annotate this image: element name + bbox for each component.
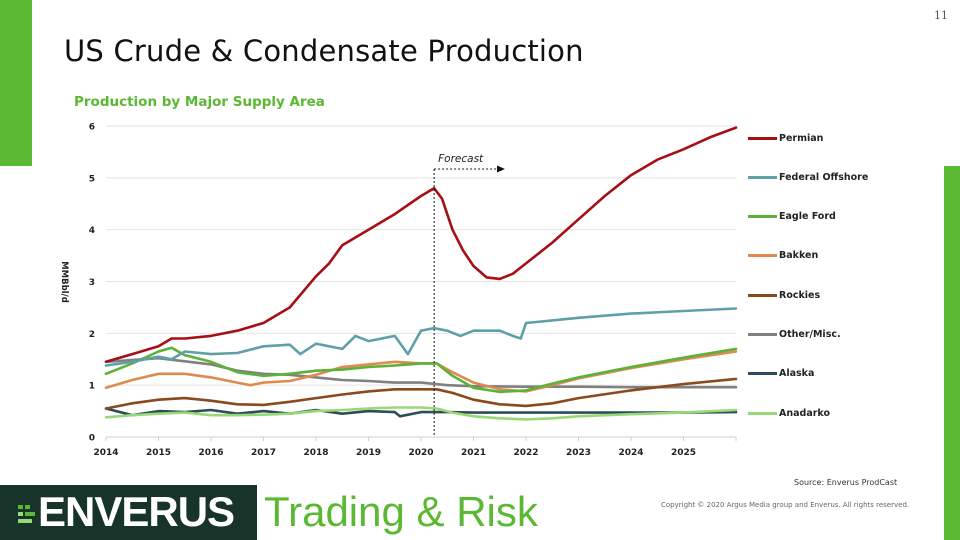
enverus-logo-background (0, 485, 257, 540)
legend-swatch (748, 293, 777, 297)
x-tick-label: 2019 (356, 448, 381, 458)
series-line-alaska (104, 407, 738, 418)
legend-label: Federal Offshore (779, 171, 869, 183)
y-tick-label: 3 (89, 278, 95, 288)
x-tick-label: 2015 (146, 448, 171, 458)
legend-swatch (748, 175, 777, 179)
x-tick-label: 2020 (408, 448, 433, 458)
source-note: Source: Enverus ProdCast (794, 478, 898, 487)
brand-tagline: Trading & Risk (264, 488, 538, 535)
x-tick-label: 2024 (618, 448, 643, 458)
copyright-note: Copyright © 2020 Argus Media group and E… (661, 501, 910, 509)
enverus-logo-mark-icon (18, 505, 35, 523)
series-line-rockies (104, 377, 738, 410)
legend-item: Bakken (748, 248, 818, 264)
legend-label: Bakken (779, 250, 819, 262)
forecast-annotation: Forecast (433, 153, 505, 437)
legend-swatch (748, 411, 777, 415)
y-axis-label: MMBbl/d (59, 261, 69, 303)
series-line-anadarko (104, 406, 738, 421)
enverus-logo-text: ENVERUS (38, 488, 235, 535)
accent-bar-right (944, 166, 960, 540)
legend-label: Eagle Ford (779, 211, 836, 223)
chart-subtitle: Production by Major Supply Area (74, 94, 325, 110)
series-lines (104, 126, 738, 421)
y-tick-label: 6 (89, 123, 95, 133)
legend-label: Alaska (779, 368, 815, 380)
x-tick-label: 2018 (303, 448, 328, 458)
legend-label: Rockies (779, 289, 821, 301)
y-tick-label: 1 (89, 382, 95, 392)
y-tick-label: 0 (89, 434, 95, 444)
x-tick-label: 2021 (461, 448, 486, 458)
legend-swatch (748, 136, 777, 140)
legend-item: Eagle Ford (748, 209, 836, 225)
series-line-bakken (104, 350, 738, 393)
legend-swatch (748, 215, 777, 219)
y-tick-label: 4 (89, 226, 95, 236)
y-tick-labels: 0 1 2 3 4 5 6 (89, 123, 95, 444)
x-tick-label: 2016 (198, 448, 223, 458)
legend-swatch (748, 372, 777, 376)
legend-item: Other/Misc. (748, 327, 841, 343)
legend-item: Rockies (748, 287, 820, 303)
gridlines (105, 125, 737, 441)
forecast-arrow-head (497, 165, 505, 173)
legend-item: Permian (748, 130, 823, 146)
legend-label: Anadarko (779, 407, 831, 419)
series-line-permian (104, 126, 738, 364)
legend-label: Permian (779, 132, 824, 144)
legend-swatch (748, 333, 777, 336)
x-tick-label: 2025 (671, 448, 696, 458)
slide-title: US Crude & Condensate Production (64, 34, 584, 68)
legend-item: Alaska (748, 366, 814, 382)
legend-item: Federal Offshore (748, 169, 868, 185)
x-tick-label: 2022 (513, 448, 538, 458)
legend-label: Other/Misc. (779, 329, 841, 340)
series-line-federal-offshore (104, 307, 738, 367)
y-tick-label: 2 (89, 330, 95, 340)
x-tick-labels: 2014 2015 2016 2017 2018 2019 2020 2021 2022 2023… (93, 448, 696, 458)
page-number: 11 (934, 9, 948, 22)
x-tick-label: 2014 (93, 448, 118, 458)
x-tick-label: 2023 (566, 448, 591, 458)
forecast-label: Forecast (438, 153, 484, 165)
y-tick-label: 5 (89, 174, 95, 184)
x-tick-label: 2017 (251, 448, 276, 458)
legend-item: Anadarko (748, 405, 830, 421)
legend-swatch (748, 254, 777, 258)
accent-bar-left (0, 0, 32, 166)
